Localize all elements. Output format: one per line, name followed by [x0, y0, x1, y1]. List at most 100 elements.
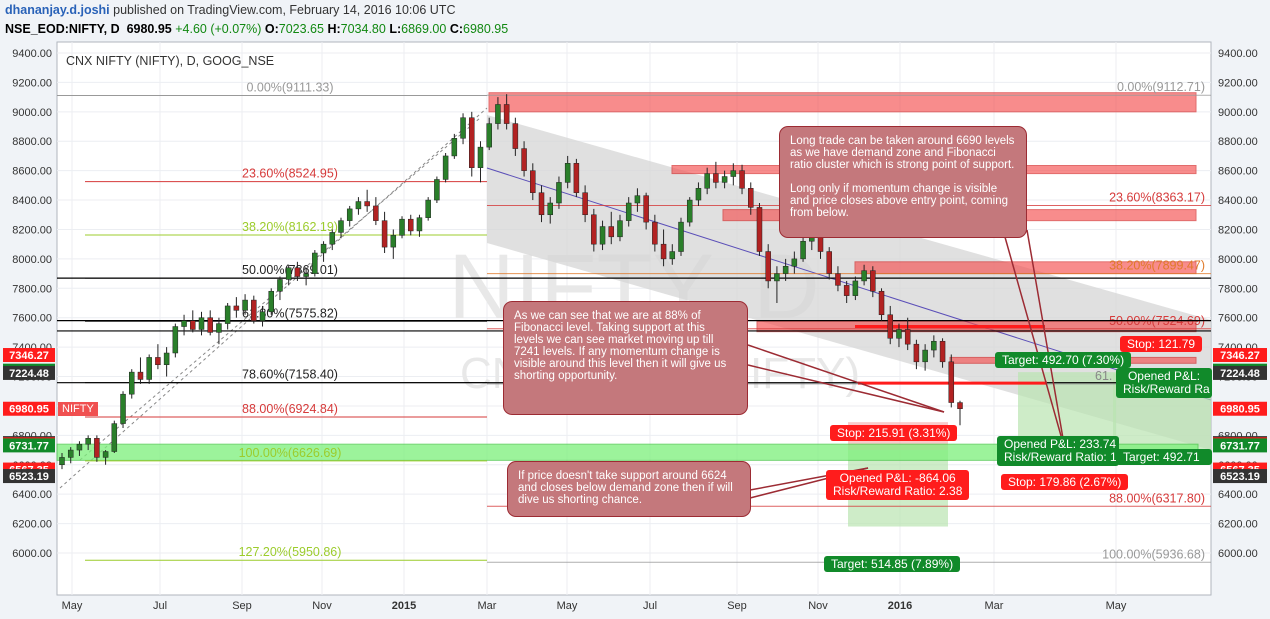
price-label-left [3, 469, 55, 484]
candle-body [486, 123, 492, 148]
y-tick-label-right: 6000.00 [1218, 548, 1258, 560]
pos3-target-label: Target: 492.71 [1116, 449, 1212, 465]
candle-body [120, 393, 126, 424]
price-label-left [3, 348, 55, 363]
price-label-right [1213, 438, 1267, 453]
candle-body [582, 192, 588, 216]
y-tick-label-left: 8600.00 [12, 166, 52, 178]
note-arrow [1026, 229, 1066, 451]
pos1-pl: Opened P&L: -864.06 [839, 471, 956, 485]
candle-body [843, 285, 850, 296]
x-tick-label: Sep [727, 600, 747, 612]
last-price: 6980.95 [126, 22, 172, 36]
note-arrow [747, 364, 945, 413]
low-value: 6869.00 [401, 22, 447, 36]
y-tick-label-left: 8400.00 [12, 195, 52, 207]
candle-body [704, 173, 710, 189]
candle-body [861, 270, 867, 282]
x-tick-label: Jul [153, 600, 167, 612]
candle-body [390, 235, 397, 248]
candle-body [896, 329, 902, 339]
pos2-pl-label: Opened P&L: 233.74 Risk/Reward Ratio: 1.8 [997, 436, 1119, 466]
y-tick-label-left: 9200.00 [12, 77, 52, 89]
candle-body [503, 104, 510, 124]
close-label: C: [449, 22, 464, 36]
candle-body [782, 265, 789, 274]
fib-right-label: 38.20%(7899.47) [1109, 259, 1205, 273]
candle-body [285, 267, 292, 280]
candle-body [469, 117, 475, 168]
candle-body [434, 179, 440, 201]
candle-body [870, 270, 876, 292]
y-tick-label-left: 7600.00 [12, 313, 52, 325]
pos2-stop-label: Stop: 179.86 (2.67%) [1001, 474, 1129, 490]
price-label-right [1213, 348, 1267, 363]
candle-body [155, 357, 161, 366]
candle-body [774, 273, 780, 282]
candle-body [652, 221, 658, 245]
candle-body [346, 208, 353, 221]
y-tick-label-right: 7600.00 [1218, 313, 1258, 325]
price-label-left-text: 7346.27 [9, 350, 49, 362]
candle-body [146, 357, 152, 380]
candle-body [878, 290, 885, 316]
ohlc-line: NSE_EOD:NIFTY, D 6980.95 +4.60 (+0.07%) … [5, 22, 508, 36]
candle-body [573, 163, 580, 193]
pos1-pl-label: Opened P&L: -864.06 Risk/Reward Ratio: 2.… [826, 470, 970, 500]
candle-body [713, 173, 719, 183]
candle-body [137, 371, 144, 380]
candle-body [399, 218, 405, 236]
candle-body [931, 340, 937, 351]
price-label-left-text: 6980.95 [9, 404, 49, 416]
candle-body [67, 449, 74, 458]
y-tick-label-left: 8200.00 [12, 224, 52, 236]
x-tick-label: 2016 [888, 600, 912, 612]
fib-left-label: 23.60%(8524.95) [242, 167, 338, 181]
y-tick-label-right: 8400.00 [1218, 195, 1258, 207]
candle-body [451, 138, 458, 157]
y-tick-label-left: 6200.00 [12, 519, 52, 531]
fib-left-label: 0.00%(9111.33) [246, 80, 333, 94]
candle-body [643, 195, 649, 223]
x-tick-label: May [62, 600, 83, 612]
fib-left-label: 38.20%(8162.19) [242, 220, 338, 234]
candle-body [111, 423, 118, 452]
price-label-right-text: 6731.77 [1220, 440, 1260, 452]
candle-body [364, 201, 370, 207]
price-label-left [3, 365, 55, 380]
x-tick-label: Mar [985, 600, 1004, 612]
candle-body [538, 192, 545, 216]
pos3-pl: Opened P&L: [1127, 369, 1201, 383]
note-long-trade[interactable]: Long trade can be taken around 6690 leve… [779, 126, 1027, 238]
candle-body [660, 243, 667, 260]
price-label-left [3, 438, 55, 453]
candle-body [381, 220, 388, 248]
candle-body [172, 326, 179, 354]
x-tick-label: Jul [643, 600, 657, 612]
x-tick-label: May [557, 600, 578, 612]
candle-body [128, 371, 135, 395]
supply-zone [488, 92, 1197, 113]
candle-body [939, 340, 946, 363]
candle-body [303, 273, 309, 277]
candle-body [695, 188, 702, 201]
y-tick-label-left: 6000.00 [12, 548, 52, 560]
note-fib-88[interactable]: As we can see that we are at 88% of Fibo… [503, 301, 748, 415]
price-label-right-text: 7346.27 [1220, 350, 1260, 362]
candle-body [425, 199, 431, 218]
candle-body [312, 252, 318, 274]
author-link[interactable]: dhananjay.d.joshi [5, 3, 110, 17]
close-value: 6980.95 [463, 22, 509, 36]
candle-body [922, 349, 928, 363]
candle-body [268, 290, 274, 313]
candle-body [625, 202, 632, 221]
candle-body [547, 202, 553, 216]
chart-header: dhananjay.d.joshi published on TradingVi… [0, 0, 1270, 40]
low-label: L: [389, 22, 402, 36]
pos3-rr: Risk/Reward Ra [1123, 382, 1210, 396]
note-short-trade[interactable]: If price doesn't take support around 662… [507, 461, 751, 517]
publish-info: published on TradingView.com, February 1… [113, 3, 456, 17]
price-label-right [1213, 365, 1267, 380]
candle-body [904, 329, 911, 345]
y-tick-label-right: 9200.00 [1218, 77, 1258, 89]
